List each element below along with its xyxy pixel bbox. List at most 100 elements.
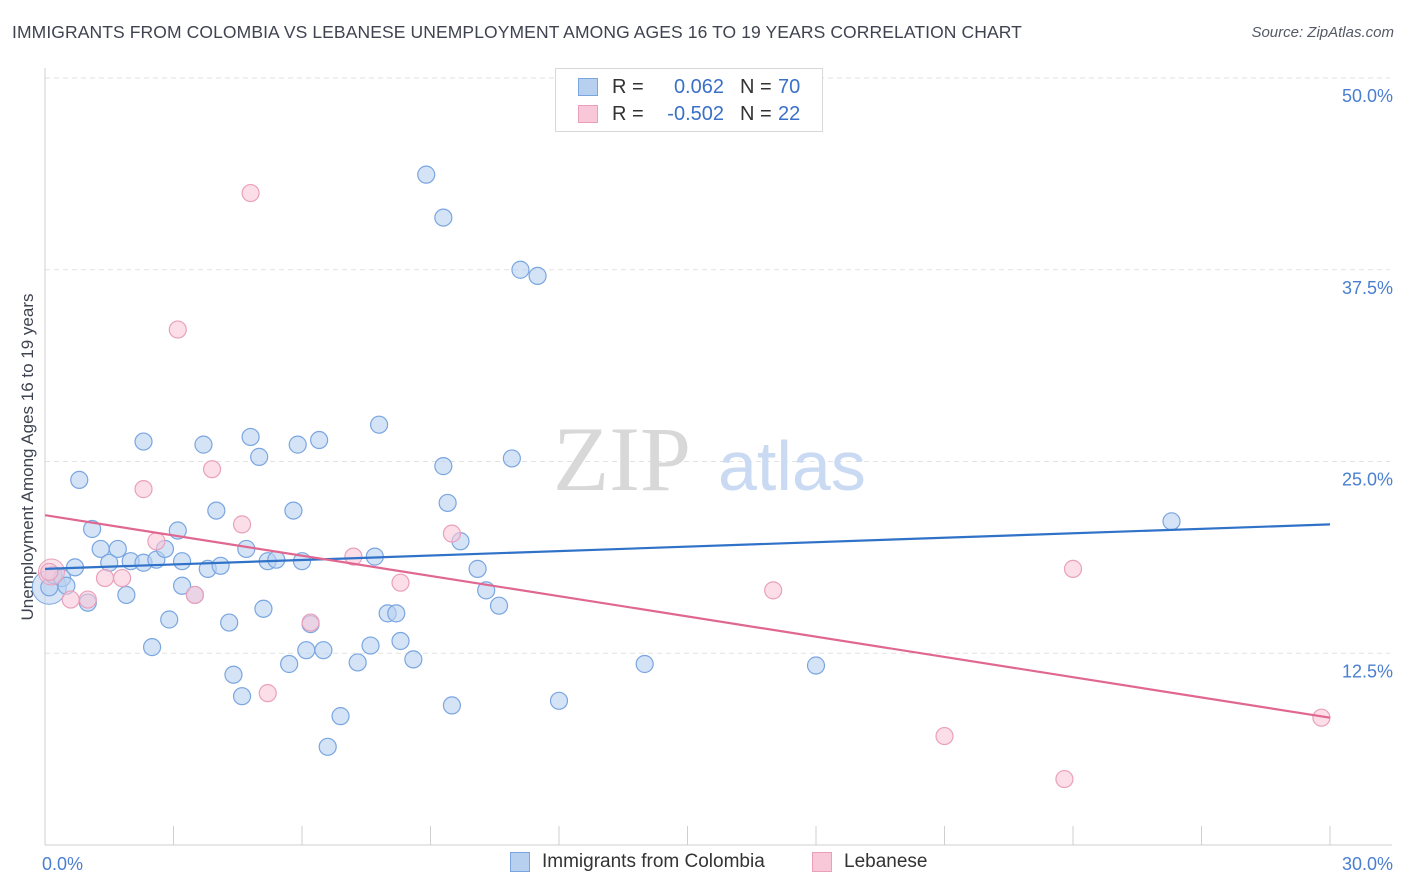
colombia-point (387, 604, 406, 623)
colombia-point (434, 208, 453, 227)
watermark-zip: ZIP (553, 408, 691, 510)
lebanese-point (134, 480, 153, 499)
lebanese-point (185, 585, 205, 605)
n-value: 22 (778, 102, 801, 125)
n-label: N = (740, 75, 772, 98)
lebanese-point (1055, 769, 1074, 789)
colombia-swatch (578, 78, 598, 96)
colombia-point (442, 696, 462, 715)
lebanese-point (95, 568, 115, 588)
colombia-point (288, 435, 307, 454)
colombia-point (314, 641, 333, 660)
colombia-point (280, 654, 299, 674)
lebanese-point (764, 581, 783, 600)
lebanese-point (1063, 559, 1083, 578)
colombia-point (391, 631, 410, 651)
lebanese-point (301, 613, 320, 632)
colombia-point (211, 556, 230, 575)
colombia-legend-swatch (510, 852, 530, 872)
lebanese-point (391, 573, 410, 592)
lebanese-point (40, 562, 59, 582)
lebanese-legend-swatch (812, 852, 832, 872)
x-tick-label: 30.0% (1342, 854, 1393, 874)
n-value: 70 (778, 75, 801, 98)
colombia-point (220, 613, 239, 632)
colombia-point (117, 585, 136, 605)
lebanese-point (78, 590, 97, 609)
r-value: 0.062 (673, 75, 724, 98)
colombia-point (806, 656, 826, 675)
lebanese-legend-label: Lebanese (844, 851, 928, 872)
colombia-point (172, 552, 192, 571)
y-tick-label: 12.5% (1342, 661, 1393, 681)
series-legend: Immigrants from Colombia Lebanese (0, 851, 1406, 879)
colombia-point (417, 165, 436, 184)
y-tick-label: 37.5% (1342, 278, 1393, 298)
colombia-point (83, 519, 102, 539)
colombia-point (254, 599, 273, 618)
colombia-point (318, 737, 337, 756)
tick-labels: 12.5% 25.0% 37.5% 50.0% 0.0% 30.0% (42, 86, 1393, 874)
legend-item-colombia[interactable]: Immigrants from Colombia (510, 851, 765, 873)
stats-legend: R = 0.062 N = 70 R = -0.502 N = 22 (555, 68, 823, 132)
colombia-point (549, 691, 569, 710)
colombia-trendline (44, 523, 1331, 570)
colombia-point (224, 665, 243, 684)
lebanese-point (258, 684, 277, 703)
colombia-point (361, 636, 380, 655)
colombia-point (232, 687, 252, 706)
trendlines (44, 514, 1331, 719)
colombia-point (502, 449, 521, 468)
legend-row-lebanese: R = -0.502 N = 22 (578, 101, 800, 127)
lebanese-point (935, 726, 954, 746)
colombia-point (284, 501, 303, 520)
lebanese-point (344, 547, 363, 566)
lebanese-point (241, 183, 260, 203)
colombia-legend-label: Immigrants from Colombia (542, 851, 765, 872)
colombia-point (635, 654, 654, 674)
lebanese-trendline (44, 514, 1331, 719)
chart-title: IMMIGRANTS FROM COLOMBIA VS LEBANESE UNE… (12, 22, 1022, 42)
lebanese-point (202, 460, 222, 479)
grid-lines (45, 77, 1390, 654)
lebanese-point (112, 568, 132, 588)
lebanese-point (168, 320, 187, 339)
watermark-atlas: atlas (718, 427, 866, 505)
axes (44, 68, 1392, 846)
legend-row-colombia: R = 0.062 N = 70 (578, 74, 800, 100)
colombia-point (370, 415, 389, 434)
colombia-point (194, 435, 213, 454)
series-lebanese-points (37, 183, 1331, 789)
y-tick-label: 25.0% (1342, 470, 1393, 490)
colombia-point (434, 457, 453, 476)
colombia-point (331, 707, 350, 726)
colombia-point (528, 266, 547, 285)
lebanese-swatch (578, 105, 598, 123)
x-tick-label: 0.0% (42, 854, 83, 874)
series-colombia-points (31, 165, 1181, 756)
colombia-point (160, 610, 179, 629)
colombia-point (134, 432, 153, 451)
colombia-point (489, 596, 509, 615)
colombia-point (310, 430, 329, 450)
watermark: ZIP atlas (553, 408, 866, 510)
colombia-point (241, 427, 260, 447)
colombia-point (468, 559, 487, 578)
lebanese-point (147, 532, 166, 551)
colombia-point (250, 447, 269, 466)
r-value: -0.502 (667, 102, 724, 125)
r-label: R = (612, 102, 644, 125)
colombia-point (348, 653, 367, 672)
colombia-point (142, 638, 162, 657)
n-label: N = (740, 102, 772, 125)
lebanese-point (232, 515, 252, 534)
legend-item-lebanese[interactable]: Lebanese (812, 851, 927, 873)
colombia-point (70, 470, 89, 490)
lebanese-point (442, 524, 462, 543)
colombia-point (404, 650, 423, 669)
y-axis-title: Unemployment Among Ages 16 to 19 years (18, 294, 37, 621)
r-label: R = (612, 75, 644, 98)
colombia-point (511, 260, 530, 279)
colombia-point (297, 641, 316, 660)
